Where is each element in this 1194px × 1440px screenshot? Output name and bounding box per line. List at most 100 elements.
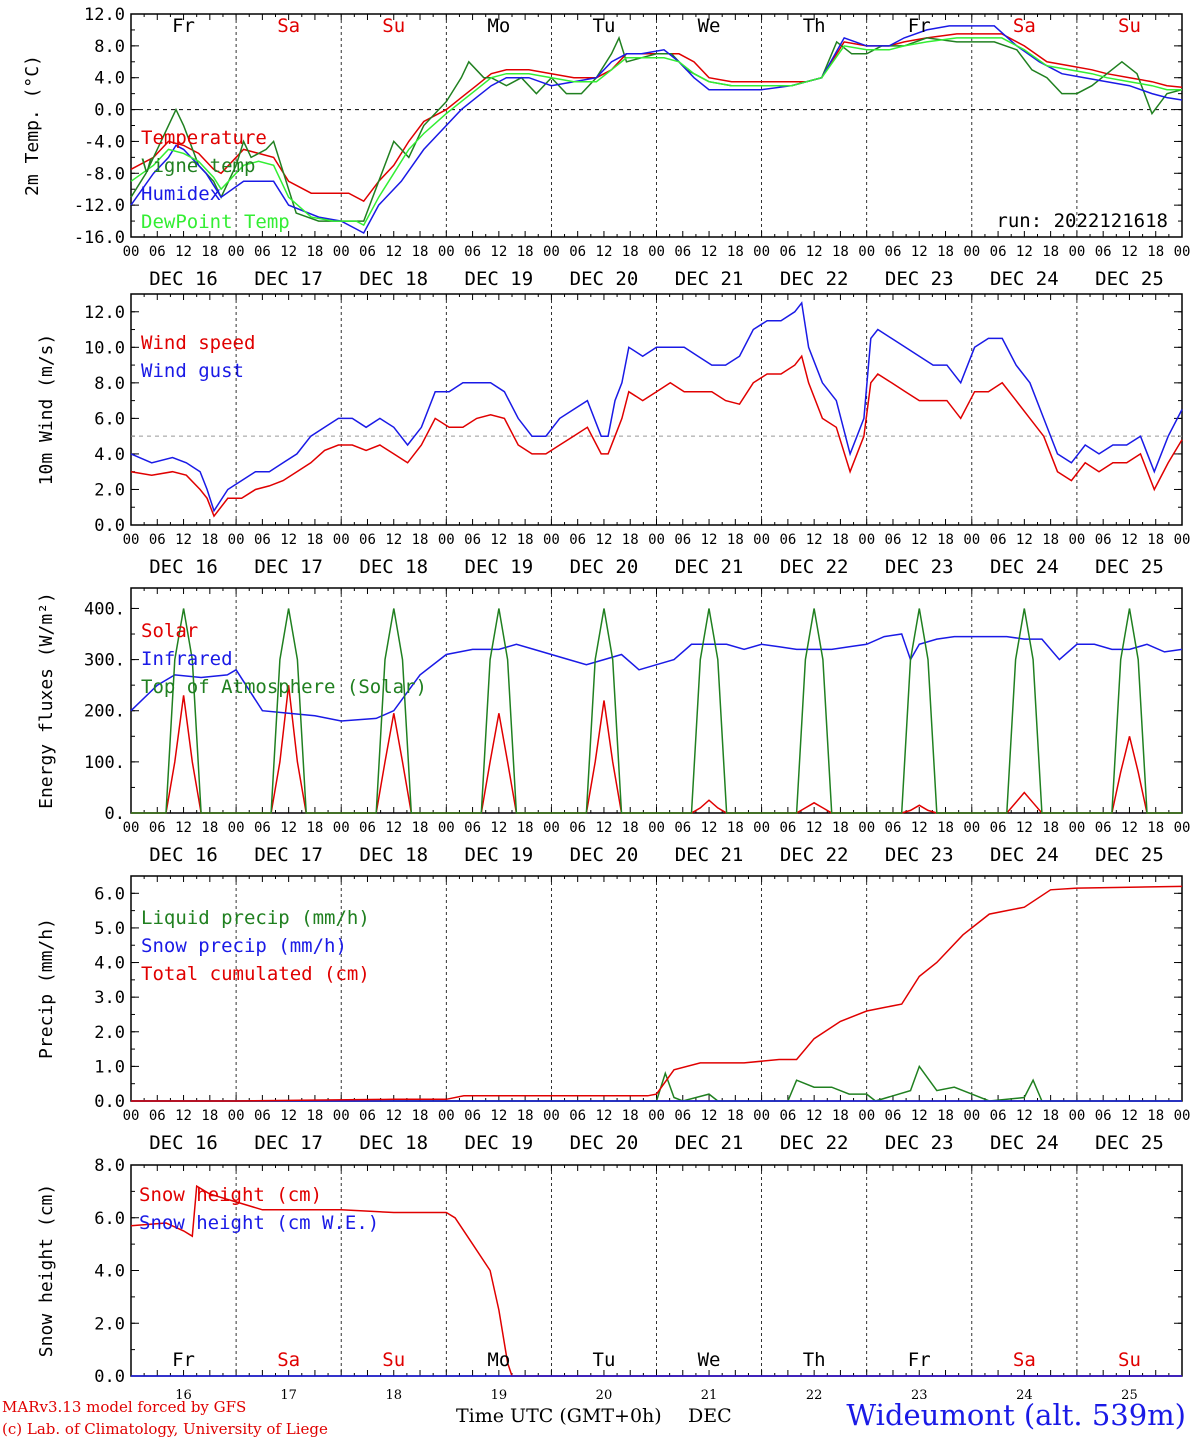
- hour-tick-label: 12: [806, 244, 823, 260]
- hour-tick-label: 12: [806, 1108, 823, 1124]
- hour-tick-label: 00: [333, 532, 350, 548]
- hour-tick-label: 12: [596, 1108, 613, 1124]
- hour-tick-label: 12: [385, 244, 402, 260]
- legend-entry: DewPoint Temp: [141, 211, 290, 233]
- hour-tick-label: 00: [438, 244, 455, 260]
- hour-tick-label: 06: [674, 244, 691, 260]
- weekday-label: Su: [1118, 1349, 1141, 1371]
- date-label: DEC 21: [675, 556, 744, 578]
- hour-tick-label: 12: [385, 820, 402, 836]
- series-line-wind-gust: [130, 301, 1183, 513]
- y-tick-label: 200.: [84, 702, 125, 722]
- series-line-dewpoint-temp: [130, 37, 1182, 227]
- hour-tick-label: 18: [727, 532, 744, 548]
- hour-tick-label: 00: [438, 820, 455, 836]
- day-number-label: 17: [280, 1388, 297, 1403]
- plot-frame: [130, 587, 1183, 814]
- hour-tick-label: 00: [438, 1108, 455, 1124]
- hour-tick-label: 06: [1095, 820, 1112, 836]
- xaxis-title: Time UTC (GMT+0h): [456, 1405, 662, 1427]
- y-tick-label: 4.0: [94, 69, 125, 89]
- date-label: DEC 16: [149, 268, 218, 290]
- weekday-label: Mo: [487, 1349, 510, 1371]
- hour-tick-label: 00: [963, 532, 980, 548]
- date-label: DEC 22: [780, 844, 849, 866]
- hour-tick-label: 06: [990, 820, 1007, 836]
- hour-tick-label: 12: [596, 820, 613, 836]
- date-label: DEC 22: [780, 1132, 849, 1154]
- date-label: DEC 25: [1095, 268, 1164, 290]
- hour-tick-label: 00: [858, 244, 875, 260]
- hour-tick-label: 18: [937, 532, 954, 548]
- hour-tick-label: 00: [228, 244, 245, 260]
- date-label: DEC 18: [359, 556, 428, 578]
- hour-tick-label: 18: [937, 244, 954, 260]
- weekday-label: We: [698, 15, 721, 37]
- hour-tick-label: 06: [464, 820, 481, 836]
- hour-tick-label: 18: [1042, 532, 1059, 548]
- hour-tick-label: 12: [490, 1108, 507, 1124]
- panel-2: 12.0 10.0 8.0 6.0 4.0 2.0 0.0 10m Wind (m/s) Win…: [36, 293, 1190, 578]
- hour-tick-label: 12: [911, 1108, 928, 1124]
- y-tick-label: 4.0: [94, 445, 125, 465]
- day-number-label: 20: [596, 1388, 613, 1403]
- hour-tick-label: 12: [175, 244, 192, 260]
- weekday-label: We: [698, 1349, 721, 1371]
- hour-tick-label: 12: [701, 244, 718, 260]
- hour-tick-label: 06: [990, 244, 1007, 260]
- hour-tick-label: 06: [779, 244, 796, 260]
- hour-tick-label: 18: [412, 244, 429, 260]
- weekday-label: Sa: [1013, 15, 1036, 37]
- date-label: DEC 16: [149, 1132, 218, 1154]
- weekday-label: Th: [803, 1349, 826, 1371]
- hour-tick-label: 18: [622, 244, 639, 260]
- hour-tick-label: 12: [175, 820, 192, 836]
- hour-tick-label: 18: [201, 532, 218, 548]
- hour-tick-label: 06: [569, 244, 586, 260]
- hour-tick-label: 00: [543, 244, 560, 260]
- hour-tick-label: 06: [1095, 1108, 1112, 1124]
- y-tick-label: 300.: [84, 651, 125, 671]
- hour-tick-label: 00: [963, 244, 980, 260]
- weekday-label: Fr: [172, 1349, 195, 1371]
- hour-tick-label: 06: [464, 244, 481, 260]
- hour-tick-label: 00: [753, 532, 770, 548]
- day-number-label: 18: [385, 1388, 402, 1403]
- hour-tick-label: 06: [569, 1108, 586, 1124]
- hour-tick-label: 00: [543, 532, 560, 548]
- legend-entry: Liquid precip (mm/h): [141, 907, 370, 929]
- date-label: DEC 23: [885, 268, 954, 290]
- date-label: DEC 19: [465, 268, 534, 290]
- hour-tick-label: 12: [1016, 532, 1033, 548]
- hour-tick-label: 06: [359, 1108, 376, 1124]
- hour-tick-label: 06: [359, 820, 376, 836]
- hour-tick-label: 18: [201, 820, 218, 836]
- hour-tick-label: 18: [517, 820, 534, 836]
- y-tick-label: 5.0: [94, 919, 125, 939]
- hour-tick-label: 06: [674, 820, 691, 836]
- y-axis-label: 2m Temp. (°C): [22, 55, 43, 196]
- hour-tick-label: 00: [753, 1108, 770, 1124]
- hour-tick-label: 12: [175, 532, 192, 548]
- date-label: DEC 24: [990, 556, 1059, 578]
- hour-tick-label: 12: [1121, 1108, 1138, 1124]
- hour-tick-label: 06: [990, 532, 1007, 548]
- y-tick-label: -4.0: [84, 132, 125, 152]
- hour-tick-label: 12: [1016, 820, 1033, 836]
- hour-tick-label: 18: [306, 532, 323, 548]
- plot-frame: [130, 13, 1183, 238]
- hour-tick-label: 12: [701, 1108, 718, 1124]
- y-axis-label: Snow height (cm): [36, 1184, 57, 1357]
- hour-tick-label: 06: [464, 1108, 481, 1124]
- hour-tick-label: 18: [1042, 244, 1059, 260]
- hour-tick-label: 18: [832, 244, 849, 260]
- hour-tick-label: 18: [306, 820, 323, 836]
- legend-entry: Humidex: [141, 183, 221, 205]
- y-tick-label: 2.0: [94, 1314, 125, 1334]
- hour-tick-label: 06: [885, 532, 902, 548]
- hour-tick-label: 00: [228, 532, 245, 548]
- date-label: DEC 25: [1095, 556, 1164, 578]
- hour-tick-label: 00: [753, 820, 770, 836]
- weekday-label: Su: [1118, 15, 1141, 37]
- day-number-label: 24: [1016, 1388, 1033, 1403]
